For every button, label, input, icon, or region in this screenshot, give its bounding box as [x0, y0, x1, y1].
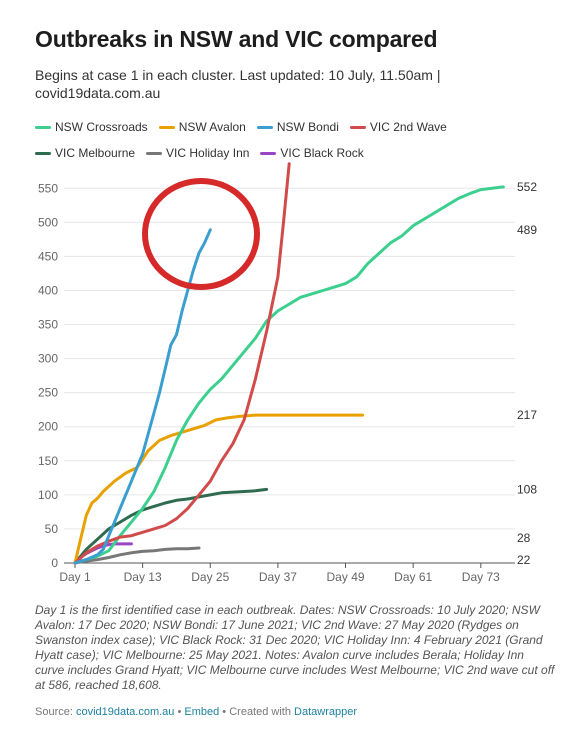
x-tick-label: Day 49: [327, 570, 365, 584]
y-tick-label: 250: [38, 386, 58, 400]
end-value-label: 108: [517, 482, 537, 496]
y-tick-label: 200: [38, 420, 58, 434]
legend-swatch: [256, 125, 273, 129]
legend-swatch: [349, 125, 366, 129]
legend-item: VIC Black Rock: [260, 146, 364, 160]
source-line: Source: covid19data.com.au • Embed • Cre…: [35, 706, 357, 718]
legend-item: NSW Crossroads: [35, 120, 148, 134]
end-value-label: 489: [517, 223, 537, 237]
source-link[interactable]: covid19data.com.au: [75, 706, 175, 718]
highlight-circle-annotation: [142, 178, 260, 290]
x-tick-label: Day 37: [259, 570, 297, 584]
legend-swatch: [35, 125, 51, 129]
y-tick-label: 550: [38, 181, 58, 195]
end-value-label: 217: [517, 408, 537, 422]
y-tick-label: 500: [38, 215, 58, 229]
chart-subtitle: Begins at case 1 in each cluster. Last u…: [35, 67, 441, 101]
x-tick-label: Day 1: [59, 570, 91, 584]
y-tick-label: 450: [38, 249, 58, 263]
end-value-label: 28: [517, 531, 531, 545]
x-tick-label: Day 25: [191, 570, 229, 584]
legend-label: VIC Holiday Inn: [166, 146, 250, 160]
legend-label: VIC Melbourne: [55, 146, 136, 160]
chart-title: Outbreaks in NSW and VIC compared: [35, 26, 438, 52]
legend-label: NSW Bondi: [276, 120, 339, 134]
gridlines: [64, 187, 515, 564]
series-line-vic-2nd-wave: [73, 162, 291, 565]
y-tick-label: 0: [51, 556, 58, 570]
legend-label: VIC Black Rock: [280, 146, 364, 160]
y-tick-label: 100: [38, 488, 58, 502]
x-tick-label: Day 61: [394, 570, 432, 584]
series-lines: [73, 162, 505, 565]
legend-swatch: [35, 151, 51, 155]
legend-label: NSW Avalon: [178, 120, 246, 134]
series-line-nsw-crossroads: [73, 185, 505, 565]
legend-item: NSW Avalon: [158, 120, 246, 134]
legend-item: VIC Holiday Inn: [146, 146, 249, 160]
datawrapper-link[interactable]: Datawrapper: [294, 706, 358, 718]
end-value-label: 586: [517, 150, 537, 151]
end-value-label: 552: [517, 180, 537, 194]
series-line-nsw-bondi: [73, 228, 212, 565]
end-value-label: 22: [517, 553, 531, 567]
chart-notes: Day 1 is the first identified case in ea…: [35, 603, 555, 692]
x-tick-label: Day 13: [124, 570, 162, 584]
y-tick-label: 350: [38, 318, 58, 332]
source-prefix: Source:: [35, 706, 76, 718]
source-separator: •: [174, 706, 185, 718]
legend-row-1: NSW Crossroads NSW Avalon NSW Bondi VIC …: [35, 117, 555, 137]
y-tick-label: 50: [45, 522, 59, 536]
legend-swatch: [158, 125, 175, 129]
legend-item: VIC Melbourne: [35, 146, 135, 160]
legend-swatch: [146, 151, 163, 155]
y-tick-label: 400: [38, 283, 58, 297]
series-line-vic-melbourne: [73, 487, 269, 565]
legend-label: NSW Crossroads: [55, 120, 148, 134]
y-axis-ticks: 0 50 100 150 200 250 300 350 400 450 500 550: [38, 181, 58, 570]
end-labels: 586 552 489 217 108 28 22: [517, 150, 537, 567]
legend-swatch: [260, 151, 277, 155]
y-tick-label: 300: [38, 352, 58, 366]
legend-item: VIC 2nd Wave: [349, 120, 447, 134]
created-with-text: • Created with: [219, 706, 295, 718]
legend-label: VIC 2nd Wave: [369, 120, 447, 134]
series-line-nsw-avalon: [73, 413, 364, 565]
x-axis-ticks: Day 1 Day 13 Day 25 Day 37 Day 49 Day 61 Day 7…: [59, 563, 500, 584]
legend: NSW Crossroads NSW Avalon NSW Bondi VIC …: [35, 117, 555, 169]
legend-item: NSW Bondi: [256, 120, 339, 134]
x-tick-label: Day 73: [462, 570, 500, 584]
embed-link[interactable]: Embed: [184, 706, 220, 718]
series-line-vic-holiday-inn: [73, 546, 201, 565]
legend-row-2: VIC Melbourne VIC Holiday Inn VIC Black …: [35, 143, 555, 163]
y-tick-label: 150: [38, 454, 58, 468]
